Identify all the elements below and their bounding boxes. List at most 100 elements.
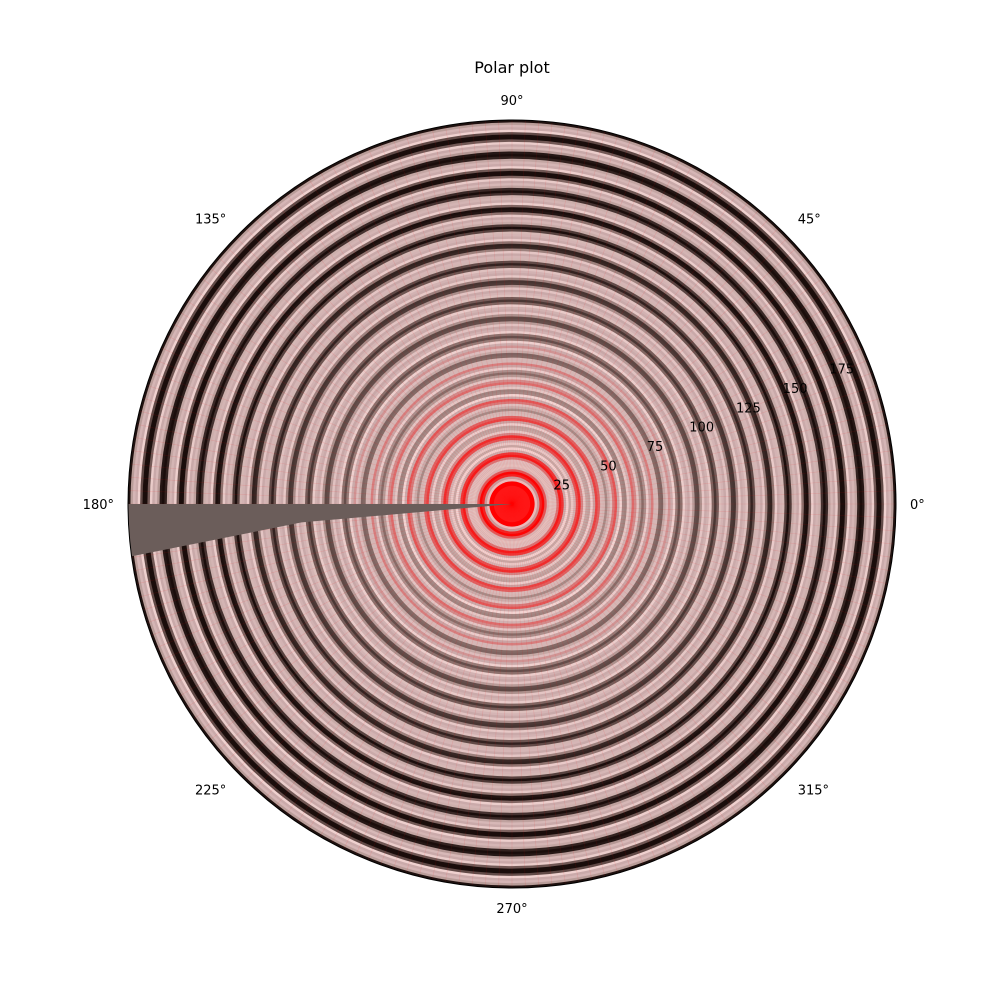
mesh-line (254, 218, 513, 505)
mesh-line (511, 153, 669, 505)
mesh-line (235, 503, 513, 771)
mesh-line (511, 503, 770, 790)
mesh-line (226, 503, 513, 762)
mesh-line (511, 490, 896, 505)
theta-tick-label: 90° (500, 94, 523, 109)
mesh-line (511, 164, 693, 505)
mesh-line (445, 503, 513, 883)
mesh-line (511, 385, 878, 505)
mesh-line (511, 503, 526, 888)
mesh-line (186, 503, 513, 708)
mesh-line (511, 503, 893, 558)
mesh-line (511, 503, 863, 661)
mesh-line (331, 164, 513, 505)
mesh-line (511, 227, 779, 505)
r-tick-label: 50 (600, 459, 617, 474)
mesh-line (511, 503, 891, 571)
plot-outline (127, 119, 897, 889)
mesh-line (217, 503, 513, 752)
mesh-line (511, 503, 693, 844)
r-tick-label: 75 (647, 440, 664, 455)
mesh-line (131, 450, 513, 505)
mesh-line (201, 278, 513, 505)
mesh-line (151, 372, 513, 505)
mesh-line (511, 503, 619, 874)
mesh-line (511, 178, 716, 505)
mesh-line (511, 503, 631, 870)
mesh-line (511, 503, 888, 585)
mesh-line (511, 437, 891, 505)
mesh-line (151, 503, 513, 636)
mesh-line (445, 125, 513, 505)
mesh-line (186, 300, 513, 505)
theta-tick-label: 135° (195, 212, 226, 227)
mesh-line (511, 503, 882, 611)
mesh-line (511, 503, 798, 762)
mesh-line (511, 289, 831, 505)
mesh-line (139, 503, 513, 598)
mesh-line (511, 503, 823, 730)
mesh-line (172, 323, 513, 505)
mesh-line (511, 503, 716, 830)
mesh-line (511, 503, 749, 807)
mesh-line (511, 503, 845, 697)
mesh-line (511, 397, 882, 505)
mesh-line (130, 463, 513, 505)
mesh-line (245, 227, 513, 505)
mesh-line (133, 503, 513, 571)
mesh-line (511, 503, 705, 837)
mesh-line (511, 503, 869, 649)
mesh-line (511, 246, 798, 505)
r-tick-label: 100 (689, 421, 714, 436)
r-tick-label: 25 (553, 479, 570, 494)
mesh-line (511, 300, 838, 505)
mesh-line (128, 476, 513, 505)
mesh-line (136, 423, 513, 505)
mesh-line (226, 246, 513, 505)
r-tick-label: 175 (829, 363, 854, 378)
mesh-line (511, 503, 657, 861)
mesh-line (511, 503, 644, 865)
mesh-line (297, 185, 513, 505)
mesh-line (511, 423, 888, 505)
r-tick-labels: 25 50 75 100 125 150 175 (553, 363, 854, 494)
mesh-line (179, 311, 513, 505)
mesh-line (161, 347, 513, 505)
mesh-line (172, 503, 513, 685)
mesh-line (275, 503, 513, 807)
mesh-line (511, 503, 807, 752)
mesh-line (511, 171, 705, 505)
r-tick-label: 125 (736, 401, 761, 416)
mesh-line (193, 503, 513, 719)
mesh-line (193, 289, 513, 505)
mesh-lines (128, 120, 896, 888)
mesh-line (264, 503, 513, 799)
mesh-line (142, 397, 513, 505)
mesh-line (511, 128, 593, 505)
mesh-line (458, 503, 513, 885)
mesh-line (308, 178, 513, 505)
mesh-line (511, 256, 807, 505)
mesh-line (511, 125, 579, 505)
mesh-line (511, 503, 894, 545)
mesh-line (308, 503, 513, 830)
mesh-line (286, 193, 513, 505)
mesh-line (511, 503, 593, 880)
mesh-line (201, 503, 513, 730)
mesh-line (511, 503, 669, 855)
mesh-line (367, 147, 513, 505)
mesh-line (217, 256, 513, 505)
mesh-line (155, 503, 513, 649)
mesh-line (471, 503, 513, 886)
theta-tick-label: 180° (83, 498, 114, 513)
mesh-line (405, 134, 513, 505)
mesh-line (511, 503, 540, 888)
chart-title: Polar plot (474, 58, 549, 77)
mesh-line (511, 503, 760, 799)
mesh-line (511, 323, 852, 505)
mesh-line (511, 503, 885, 598)
theta-tick-label: 315° (798, 784, 829, 799)
mesh-line (367, 503, 513, 861)
mesh-line (139, 410, 513, 505)
